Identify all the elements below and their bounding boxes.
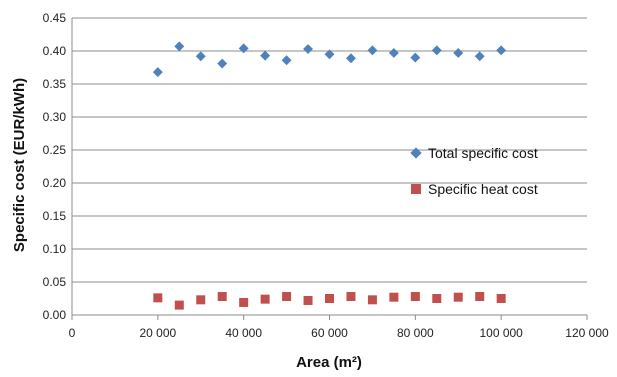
legend: Total specific cost Specific heat cost (410, 145, 538, 197)
y-tick-label: 0.00 (43, 308, 67, 322)
gridlines (72, 17, 587, 283)
data-point-specific-heat-cost (260, 294, 270, 304)
data-point-total-specific-cost (367, 45, 378, 56)
data-point-total-specific-cost (174, 41, 185, 52)
data-point-specific-heat-cost (239, 297, 249, 307)
x-tick-label: 0 (69, 326, 76, 340)
data-point-specific-heat-cost (325, 294, 334, 303)
data-point-specific-heat-cost (196, 295, 206, 305)
data-point-specific-heat-cost (453, 292, 463, 302)
data-point-total-specific-cost (453, 48, 464, 58)
data-point-specific-heat-cost (389, 292, 399, 302)
series-specific-heat-cost (153, 292, 506, 310)
data-point-total-specific-cost (474, 51, 485, 62)
x-tick-labels: 0 20 000 40 000 60 000 80 000 100 000 120 000 (69, 326, 609, 340)
x-tick-label: 20 000 (139, 326, 176, 340)
y-tick-label: 0.15 (43, 209, 67, 223)
y-tick-label: 0.30 (43, 110, 67, 124)
data-point-total-specific-cost (281, 55, 292, 66)
data-point-specific-heat-cost (153, 293, 163, 303)
data-point-specific-heat-cost (496, 294, 506, 303)
legend-label-specific-heat-cost: Specific heat cost (428, 181, 538, 197)
data-point-total-specific-cost (195, 51, 206, 62)
y-tick-label: 0.05 (43, 275, 67, 289)
data-point-specific-heat-cost (432, 294, 442, 303)
x-tick-label: 120 000 (565, 326, 609, 340)
data-point-specific-heat-cost (346, 292, 356, 302)
data-point-total-specific-cost (217, 58, 228, 69)
data-point-total-specific-cost (388, 48, 399, 58)
data-point-total-specific-cost (431, 45, 442, 56)
data-point-total-specific-cost (238, 43, 249, 54)
y-tick-label: 0.10 (43, 242, 67, 256)
data-point-total-specific-cost (303, 44, 313, 54)
x-axis-title: Area (m²) (296, 354, 362, 371)
y-tick-label: 0.40 (43, 44, 67, 58)
axes (71, 18, 588, 320)
x-tick-label: 60 000 (311, 326, 348, 340)
x-tick-label: 40 000 (225, 326, 262, 340)
y-axis-title: Specific cost (EUR/kWh) (11, 78, 28, 252)
data-point-specific-heat-cost (475, 292, 485, 302)
series-total-specific-cost (152, 41, 507, 78)
x-tick-label: 100 000 (479, 326, 523, 340)
legend-label-total-specific-cost: Total specific cost (428, 145, 538, 161)
data-point-specific-heat-cost (174, 300, 184, 310)
legend-item-total-specific-cost: Total specific cost (410, 145, 538, 161)
y-tick-label: 0.25 (43, 143, 67, 157)
x-tick-label: 80 000 (397, 326, 434, 340)
y-tick-label: 0.20 (43, 176, 67, 190)
data-series (152, 41, 507, 310)
data-point-specific-heat-cost (410, 292, 420, 302)
data-point-total-specific-cost (260, 50, 271, 61)
data-point-specific-heat-cost (303, 295, 313, 305)
legend-marker-square (411, 184, 421, 194)
y-tick-label: 0.45 (43, 11, 67, 25)
data-point-total-specific-cost (496, 45, 507, 56)
legend-item-specific-heat-cost: Specific heat cost (411, 181, 538, 197)
y-tick-label: 0.35 (43, 77, 67, 91)
data-point-specific-heat-cost (217, 292, 227, 302)
data-point-total-specific-cost (410, 52, 421, 63)
data-point-total-specific-cost (346, 53, 356, 64)
y-tick-labels: 0.00 0.05 0.10 0.15 0.20 0.25 0.30 0.35 0.40 0.45 (43, 11, 67, 322)
legend-marker-diamond (410, 147, 422, 159)
data-point-total-specific-cost (152, 67, 163, 78)
data-point-specific-heat-cost (282, 292, 292, 302)
data-point-specific-heat-cost (367, 295, 377, 305)
